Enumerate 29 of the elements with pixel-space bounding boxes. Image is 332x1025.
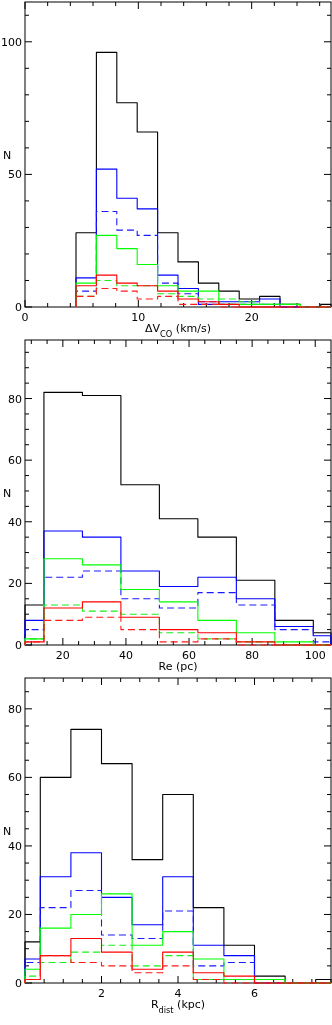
y-axis-title: N [2, 148, 12, 162]
y-tick-label: 20 [8, 577, 22, 591]
y-tick-label: 40 [8, 515, 22, 529]
y-tick-label: 80 [8, 702, 22, 716]
x-axis-title: Re (pc) [158, 660, 198, 673]
y-tick-label: 20 [8, 908, 22, 922]
x-tick-label: 80 [245, 649, 260, 662]
x-tick-label: 4 [174, 987, 182, 1000]
y-tick-label: 50 [8, 168, 22, 182]
x-tick-label: 6 [251, 987, 258, 1000]
y-tick-label: 100 [1, 35, 22, 49]
x-axis-title: ΔV$_{CO}$ (km/s) [145, 322, 211, 339]
x-tick-label: 40 [118, 649, 133, 662]
x-tick-label: 20 [55, 649, 70, 662]
y-tick-label: 60 [8, 454, 22, 468]
y-tick-label: 40 [8, 839, 22, 853]
x-tick-label: 60 [182, 649, 197, 662]
x-tick-label: 2 [98, 987, 105, 1000]
y-axis-title: N [2, 486, 12, 500]
x-tick-label: 20 [244, 311, 259, 324]
x-tick-label: 10 [131, 311, 146, 324]
x-axis-title: R$_{dist}$ (kpc) [150, 998, 206, 1015]
y-tick-label: 0 [15, 639, 22, 652]
x-tick-label: 100 [304, 649, 326, 662]
y-tick-label: 0 [15, 977, 22, 990]
y-tick-label: 0 [15, 301, 22, 314]
y-tick-label: 60 [8, 771, 22, 785]
y-axis-title: N [2, 824, 12, 838]
y-tick-label: 80 [8, 392, 22, 406]
